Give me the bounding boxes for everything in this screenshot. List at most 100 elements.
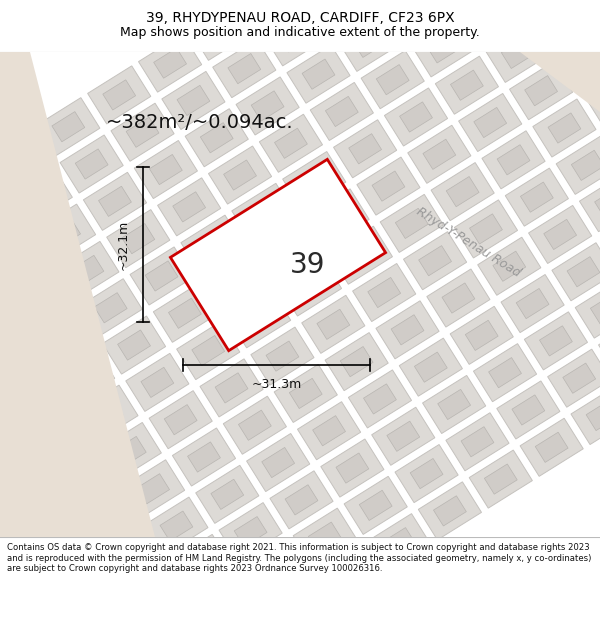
Polygon shape — [302, 59, 335, 89]
Polygon shape — [0, 449, 36, 507]
Polygon shape — [376, 301, 439, 359]
Polygon shape — [71, 491, 134, 549]
Polygon shape — [544, 219, 577, 249]
Polygon shape — [149, 154, 182, 184]
Polygon shape — [242, 540, 305, 598]
Polygon shape — [344, 476, 407, 534]
Polygon shape — [364, 384, 397, 414]
Polygon shape — [383, 528, 415, 558]
Polygon shape — [567, 257, 600, 287]
Polygon shape — [0, 129, 49, 188]
Polygon shape — [169, 298, 202, 328]
Text: Rhyd-Y-Penau Road: Rhyd-Y-Penau Road — [413, 204, 523, 279]
Polygon shape — [0, 236, 45, 294]
Polygon shape — [211, 479, 244, 509]
Polygon shape — [287, 45, 350, 103]
Polygon shape — [145, 261, 178, 291]
Polygon shape — [204, 253, 268, 311]
Polygon shape — [442, 283, 475, 313]
Polygon shape — [223, 396, 286, 454]
Polygon shape — [158, 177, 221, 236]
Polygon shape — [0, 356, 25, 386]
Polygon shape — [75, 149, 108, 179]
Polygon shape — [274, 364, 337, 423]
Polygon shape — [595, 188, 600, 218]
Polygon shape — [113, 436, 146, 467]
Polygon shape — [418, 482, 481, 540]
Polygon shape — [200, 122, 233, 153]
Polygon shape — [451, 70, 484, 100]
Polygon shape — [134, 141, 197, 199]
Polygon shape — [219, 503, 282, 561]
Polygon shape — [571, 150, 600, 181]
Polygon shape — [281, 591, 314, 621]
Polygon shape — [365, 0, 428, 2]
Polygon shape — [196, 465, 259, 523]
Polygon shape — [336, 453, 369, 483]
Polygon shape — [208, 146, 272, 204]
Polygon shape — [332, 559, 365, 589]
Polygon shape — [524, 76, 557, 106]
Polygon shape — [0, 411, 13, 469]
Polygon shape — [0, 462, 21, 493]
Polygon shape — [251, 91, 284, 121]
Polygon shape — [79, 279, 142, 337]
Polygon shape — [436, 56, 499, 114]
Polygon shape — [47, 454, 110, 512]
Polygon shape — [497, 145, 530, 175]
Polygon shape — [224, 160, 256, 190]
Polygon shape — [502, 38, 534, 69]
Polygon shape — [403, 232, 467, 290]
Polygon shape — [450, 306, 514, 364]
Polygon shape — [220, 266, 252, 297]
Polygon shape — [52, 112, 85, 142]
Polygon shape — [298, 402, 361, 460]
Polygon shape — [575, 280, 600, 338]
Polygon shape — [458, 94, 522, 151]
Polygon shape — [200, 359, 263, 417]
Polygon shape — [422, 376, 486, 434]
Polygon shape — [357, 157, 420, 215]
Polygon shape — [463, 0, 526, 45]
Polygon shape — [164, 404, 197, 435]
Polygon shape — [83, 173, 146, 231]
Polygon shape — [160, 511, 193, 541]
Polygon shape — [122, 224, 155, 254]
Polygon shape — [247, 198, 280, 228]
Polygon shape — [52, 348, 115, 406]
Polygon shape — [98, 422, 161, 481]
Polygon shape — [263, 8, 327, 66]
Polygon shape — [247, 434, 310, 492]
Text: Contains OS data © Crown copyright and database right 2021. This information is : Contains OS data © Crown copyright and d… — [7, 543, 592, 573]
Polygon shape — [90, 399, 123, 429]
Polygon shape — [353, 28, 386, 58]
Polygon shape — [493, 251, 526, 281]
Polygon shape — [32, 204, 95, 262]
Polygon shape — [0, 199, 22, 257]
Polygon shape — [399, 338, 463, 396]
Polygon shape — [486, 24, 550, 82]
Polygon shape — [423, 139, 456, 169]
Polygon shape — [234, 516, 267, 547]
Polygon shape — [344, 240, 377, 270]
Polygon shape — [188, 442, 220, 472]
Polygon shape — [154, 284, 217, 342]
Polygon shape — [35, 538, 68, 568]
Polygon shape — [599, 81, 600, 111]
Polygon shape — [139, 34, 202, 92]
Polygon shape — [11, 500, 44, 530]
Polygon shape — [16, 394, 49, 424]
Polygon shape — [190, 2, 253, 61]
Polygon shape — [173, 192, 206, 222]
Polygon shape — [395, 444, 458, 503]
Polygon shape — [552, 6, 585, 37]
Polygon shape — [88, 66, 151, 124]
Polygon shape — [371, 408, 435, 465]
Text: ~382m²/~0.094ac.: ~382m²/~0.094ac. — [106, 112, 294, 131]
Polygon shape — [575, 44, 600, 74]
Polygon shape — [154, 48, 187, 78]
Polygon shape — [385, 88, 448, 146]
Polygon shape — [340, 346, 373, 377]
Polygon shape — [109, 543, 142, 573]
Polygon shape — [232, 183, 295, 241]
